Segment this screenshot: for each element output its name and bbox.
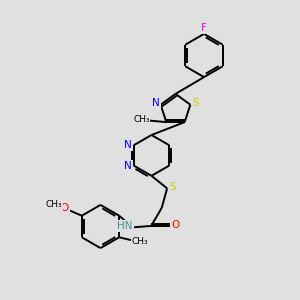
Text: N: N [124,160,132,171]
Text: N: N [124,140,132,150]
Text: CH₃: CH₃ [132,237,148,246]
Text: S: S [169,182,176,192]
Text: CH₃: CH₃ [45,200,62,209]
Text: HN: HN [117,221,133,231]
Text: CH₃: CH₃ [133,115,150,124]
Text: O: O [172,220,180,230]
Text: F: F [201,23,207,33]
Text: S: S [192,98,199,108]
Text: N: N [152,98,160,108]
Text: O: O [61,203,69,213]
